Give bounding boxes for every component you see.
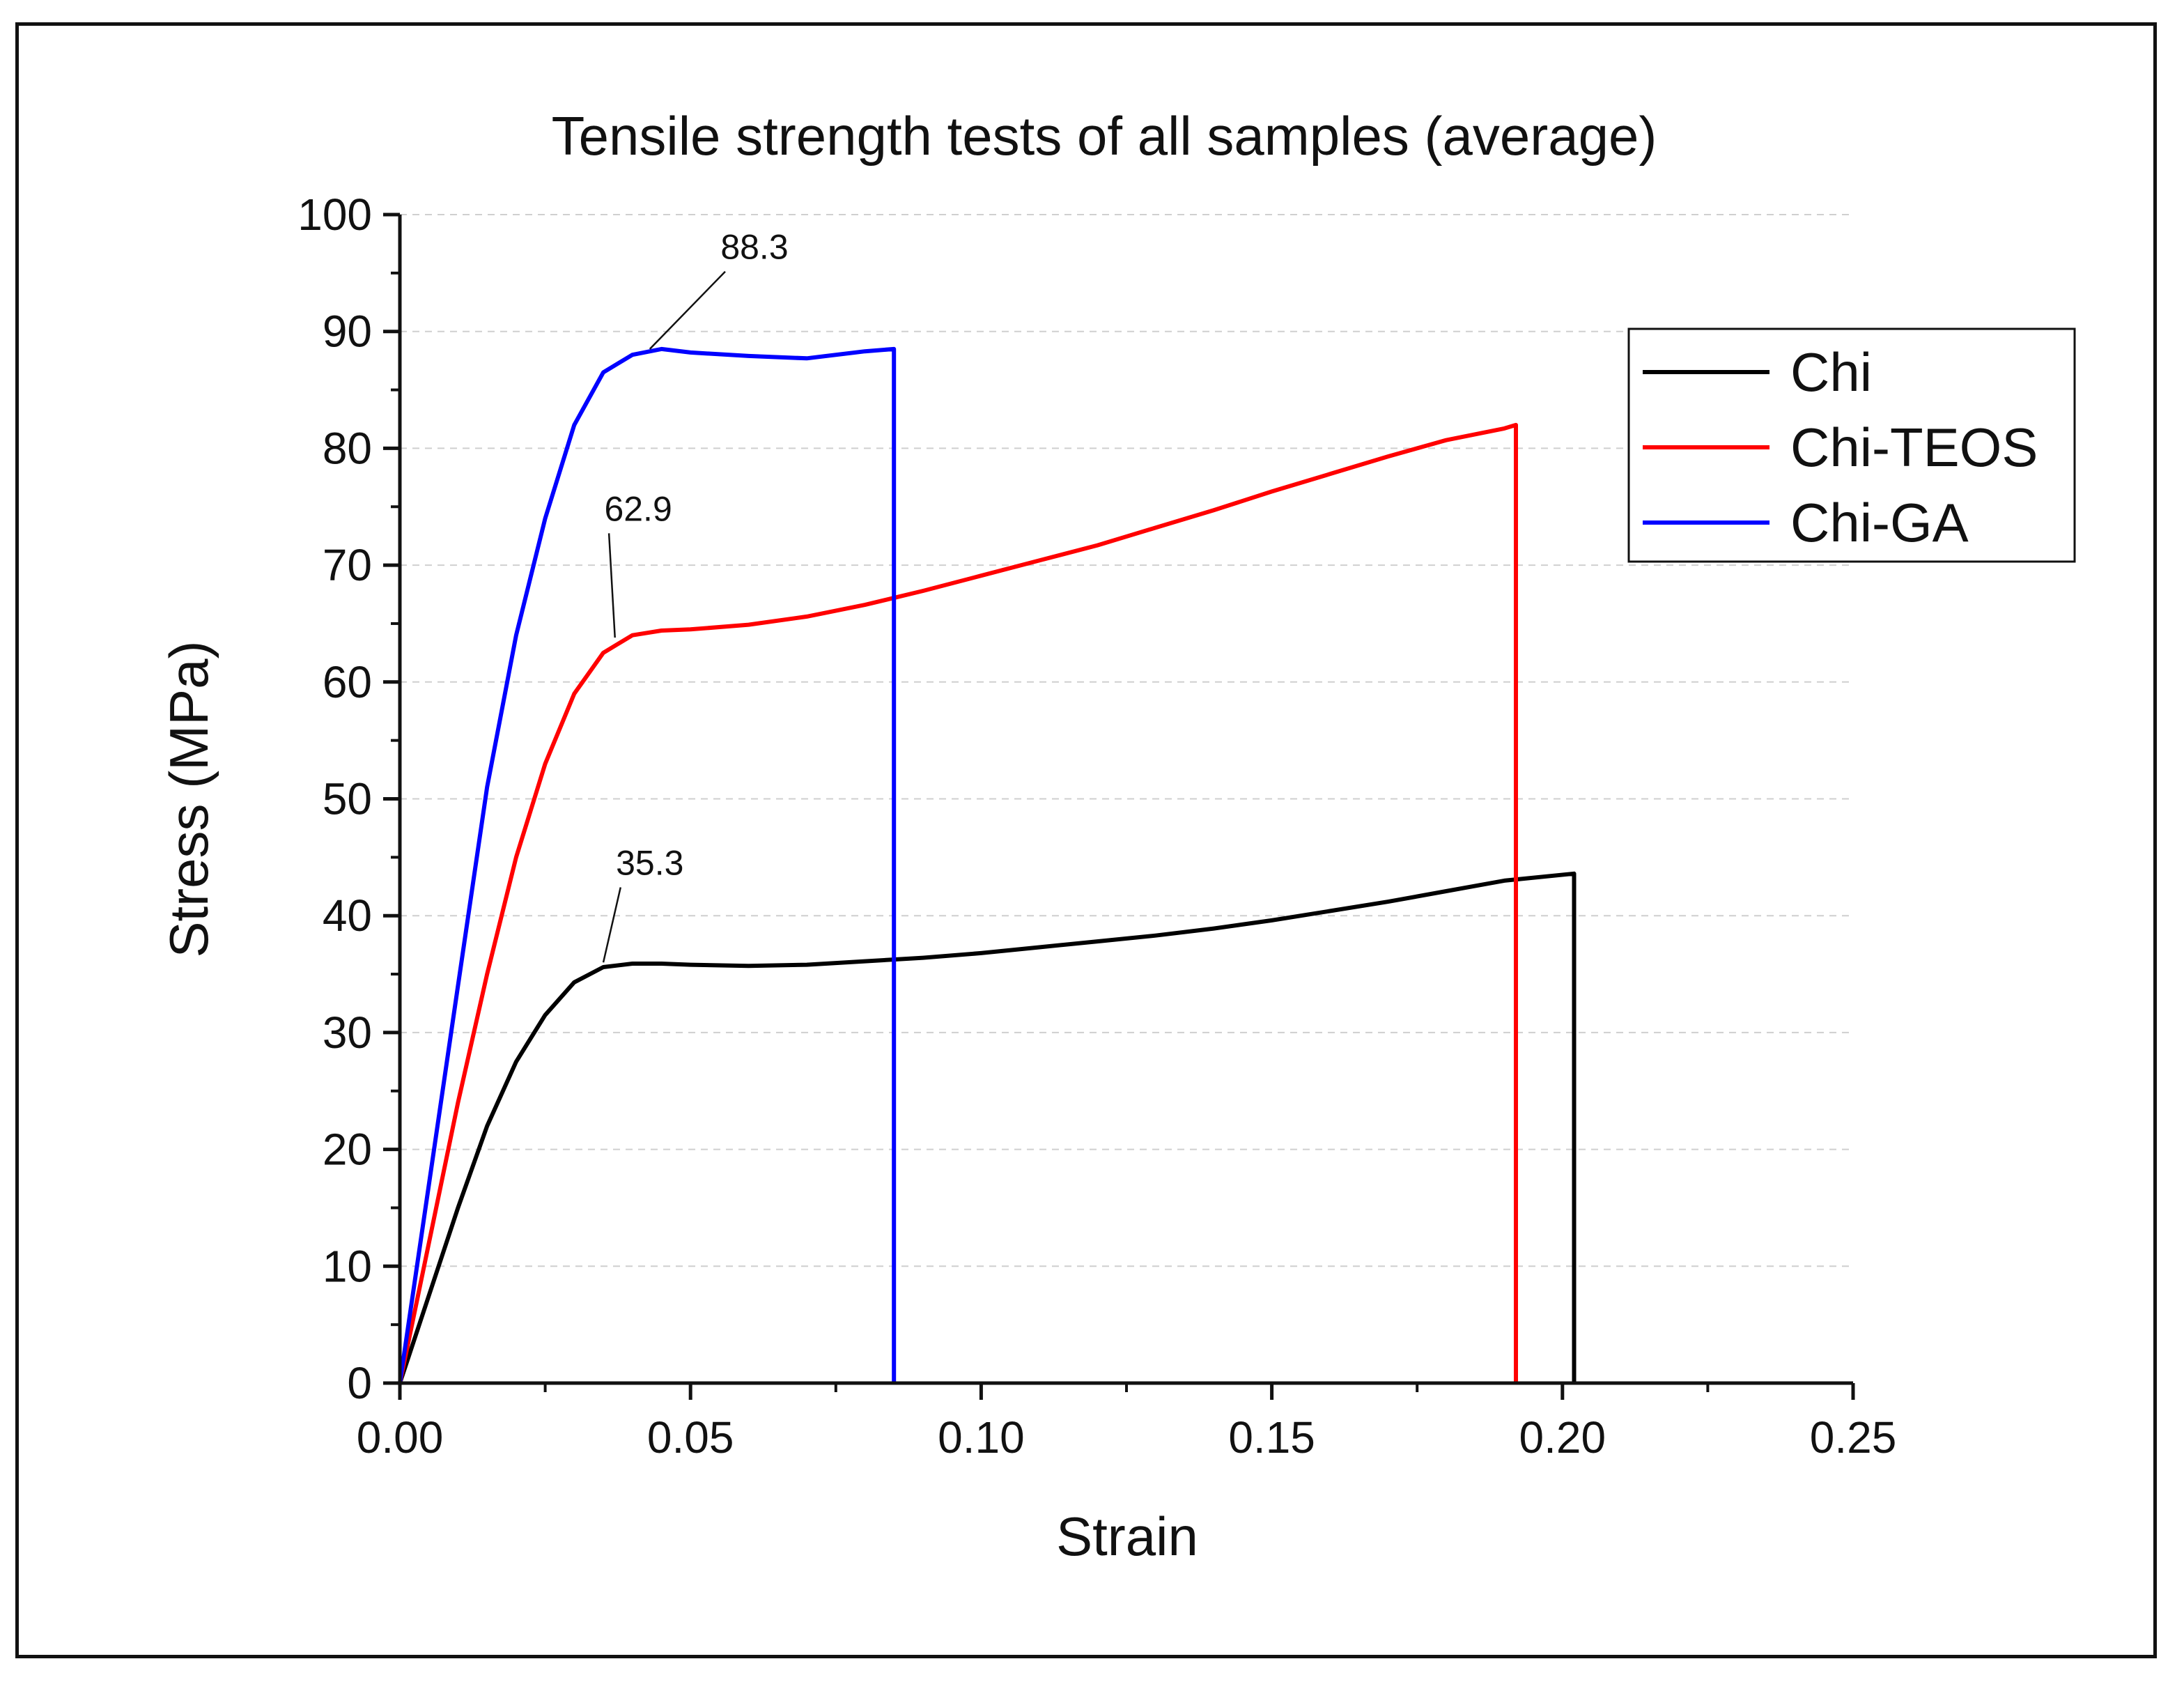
y-tick-label-60: 60	[323, 657, 372, 707]
annotation-88.3: 88.3	[720, 228, 788, 267]
y-tick-label-50: 50	[323, 774, 372, 824]
y-tick-label-70: 70	[323, 540, 372, 590]
x-tick-label-0.05: 0.05	[647, 1412, 734, 1463]
legend-label-chi-teos: Chi-TEOS	[1790, 417, 2038, 478]
annotation-leader-35.3	[602, 887, 622, 963]
y-tick-label-0: 0	[347, 1358, 372, 1408]
figure-frame	[15, 22, 2157, 1658]
y-tick-label-10: 10	[323, 1241, 372, 1291]
chart-title: Tensile strength tests of all samples (a…	[552, 105, 1657, 167]
y-ticks: 0 10 20 30 40 50 60 70 80 90 100	[297, 190, 400, 1408]
x-axis-title: Strain	[1056, 1506, 1198, 1567]
annotations: 88.3 62.9 35.3	[602, 228, 789, 963]
x-tick-label-0.10: 0.10	[938, 1412, 1025, 1463]
grid	[400, 214, 1853, 1267]
y-tick-label-90: 90	[323, 307, 372, 357]
annotation-leader-88.3	[649, 270, 726, 350]
y-tick-label-80: 80	[323, 423, 372, 473]
y-axis-title: Stress (MPa)	[158, 640, 219, 957]
x-tick-label-0.20: 0.20	[1519, 1412, 1606, 1463]
y-tick-label-20: 20	[323, 1125, 372, 1175]
series-line-chi	[398, 871, 1577, 1384]
legend: Chi Chi-TEOS Chi-GA	[1627, 327, 2076, 563]
legend-label-chi: Chi	[1790, 341, 1872, 403]
x-tick-label-0.15: 0.15	[1228, 1412, 1315, 1463]
y-tick-label-100: 100	[297, 190, 372, 240]
series-line-chi-ga	[398, 346, 897, 1384]
series-line-chi-teos	[398, 422, 1518, 1384]
y-tick-label-30: 30	[323, 1008, 372, 1058]
x-tick-label-0.00: 0.00	[357, 1412, 444, 1463]
legend-label-chi-ga: Chi-GA	[1790, 492, 1969, 553]
annotation-leader-62.9	[607, 533, 616, 638]
y-tick-label-40: 40	[323, 890, 372, 941]
x-ticks: 0.00 0.05 0.10 0.15 0.20 0.25	[357, 1383, 1897, 1463]
annotation-62.9: 62.9	[604, 489, 672, 528]
annotation-35.3: 35.3	[616, 844, 683, 883]
series-lines	[398, 346, 1577, 1384]
x-tick-label-0.25: 0.25	[1810, 1412, 1897, 1463]
